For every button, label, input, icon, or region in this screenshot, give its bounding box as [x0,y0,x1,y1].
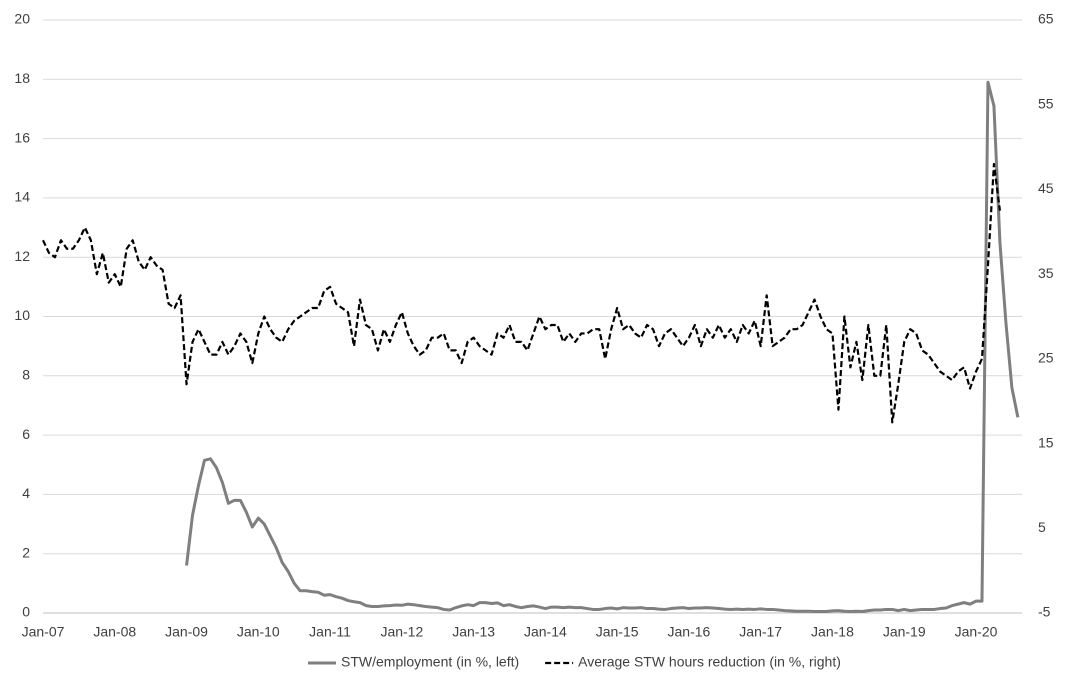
y2-tick-label: 15 [1038,434,1054,450]
series-line [185,80,1020,614]
legend-label: STW/employment (in %, left) [341,654,519,670]
y2-tick-label: 55 [1038,95,1054,111]
y2-tick-label: 35 [1038,265,1054,281]
x-tick-label: Jan-12 [380,624,423,640]
y-tick-label: 12 [14,248,30,264]
x-tick-label: Jan-13 [452,624,495,640]
y-tick-label: 10 [14,307,30,323]
y-tick-label: 18 [14,70,30,86]
y-tick-label: 16 [14,129,30,145]
x-tick-label: Jan-10 [237,624,280,640]
x-tick-label: Jan-14 [524,624,567,640]
series-line [42,162,1002,424]
y2-tick-label: 65 [1038,11,1054,27]
legend-label: Average STW hours reduction (in %, right… [578,654,841,670]
x-tick-label: Jan-17 [739,624,782,640]
x-tick-label: Jan-08 [93,624,136,640]
x-tick-label: Jan-16 [668,624,711,640]
x-tick-label: Jan-15 [596,624,639,640]
y-tick-label: 0 [22,604,30,620]
y2-tick-label: 5 [1038,519,1046,535]
x-tick-label: Jan-11 [309,624,351,640]
x-tick-label: Jan-09 [165,624,208,640]
y2-tick-label: 25 [1038,350,1054,366]
x-tick-label: Jan-07 [22,624,65,640]
y-tick-label: 8 [22,367,30,383]
y-tick-label: 20 [14,11,30,27]
x-tick-label: Jan-20 [955,624,998,640]
y-tick-label: 4 [22,485,30,501]
y-tick-label: 2 [22,544,30,560]
y-tick-label: 6 [22,426,30,442]
x-tick-label: Jan-18 [811,624,854,640]
y-tick-label: 14 [14,189,30,205]
x-tick-label: Jan-19 [883,624,926,640]
y2-tick-label: -5 [1038,604,1051,620]
y2-tick-label: 45 [1038,180,1054,196]
